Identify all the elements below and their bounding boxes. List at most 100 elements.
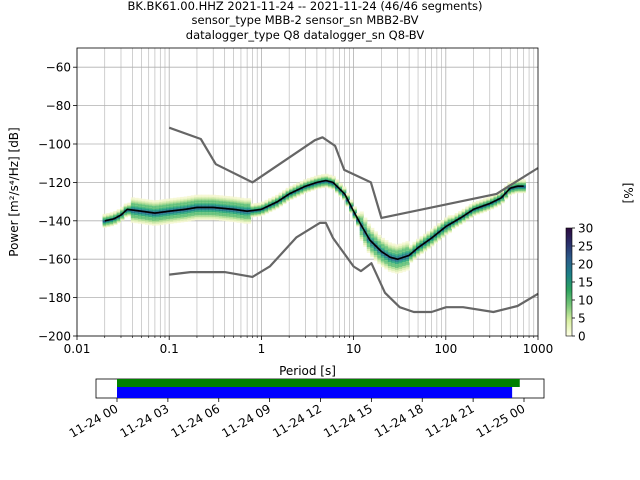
- density-cell: [141, 218, 146, 221]
- density-cell: [130, 217, 135, 220]
- density-cell: [201, 216, 206, 219]
- density-cell: [232, 214, 238, 218]
- density-cell: [180, 213, 185, 216]
- density-cell: [225, 214, 231, 217]
- density-cell: [183, 217, 188, 221]
- density-cell: [144, 199, 150, 202]
- colorbar-tick-label: 15: [578, 276, 593, 290]
- density-cell: [155, 216, 160, 219]
- density-cell: [130, 218, 135, 222]
- density-cell: [197, 212, 202, 216]
- density-cell: [197, 196, 202, 199]
- plot-frame: [76, 47, 539, 337]
- density-cell: [405, 247, 410, 250]
- density-cell: [247, 201, 252, 204]
- density-cell: [229, 202, 234, 206]
- timeline-data-bar: [117, 379, 520, 387]
- density-cell: [384, 249, 389, 253]
- density-cell: [204, 211, 209, 214]
- density-cell: [370, 250, 375, 254]
- density-cell: [134, 219, 139, 222]
- density-cell: [359, 226, 364, 230]
- density-cell: [211, 216, 216, 219]
- density-cell: [363, 217, 368, 220]
- density-cell: [482, 198, 488, 201]
- density-cell: [204, 201, 209, 204]
- density-cell: [208, 202, 213, 206]
- density-cell: [173, 206, 178, 209]
- density-cell: [148, 217, 153, 221]
- density-cell: [144, 214, 150, 217]
- mode-line: [104, 179, 524, 260]
- density-cell: [222, 218, 227, 222]
- density-cell: [486, 197, 491, 200]
- density-cell: [236, 202, 241, 205]
- density-cell: [183, 211, 188, 214]
- density-cell: [518, 179, 523, 182]
- density-cell: [363, 229, 368, 232]
- density-cell: [377, 234, 382, 238]
- density-cell: [183, 214, 188, 218]
- density-cell: [222, 202, 227, 205]
- density-cell: [373, 239, 378, 242]
- density-cell: [461, 208, 466, 212]
- density-cell: [148, 221, 153, 224]
- x-axis-label: Period [s]: [279, 364, 336, 378]
- density-cell: [394, 271, 400, 274]
- density-cell: [289, 185, 294, 189]
- density-cell: [229, 198, 234, 201]
- density-cell: [211, 212, 216, 216]
- density-cell: [391, 243, 396, 246]
- density-cell: [240, 214, 245, 217]
- density-cell: [166, 205, 171, 208]
- y-tick-label: −140: [38, 214, 71, 228]
- density-cell: [151, 208, 157, 211]
- density-cell: [144, 209, 150, 212]
- density-cell: [232, 211, 238, 214]
- density-cell: [130, 207, 135, 210]
- density-cell: [398, 247, 403, 250]
- y-tick-label: −180: [38, 291, 71, 305]
- density-cell: [433, 225, 438, 229]
- y-tick-label: −160: [38, 253, 71, 267]
- density-cell: [148, 201, 153, 204]
- density-cell: [137, 213, 143, 216]
- density-cell: [243, 213, 248, 216]
- density-cell: [398, 270, 403, 273]
- density-cell: [380, 245, 385, 248]
- density-cell: [384, 243, 389, 247]
- density-cell: [426, 231, 431, 234]
- density-cell: [387, 252, 392, 255]
- density-cell: [363, 242, 368, 245]
- density-cell: [243, 211, 248, 214]
- density-cell: [222, 195, 227, 199]
- density-cell: [141, 200, 146, 203]
- density-cell: [183, 201, 188, 204]
- density-cell: [197, 197, 202, 201]
- density-cell: [194, 214, 199, 217]
- density-cell: [215, 208, 220, 211]
- density-cell: [194, 207, 199, 211]
- density-cell: [236, 220, 241, 223]
- density-cell: [225, 215, 231, 219]
- density-cell: [106, 213, 111, 216]
- density-cell: [190, 216, 195, 220]
- density-cell: [222, 210, 227, 213]
- density-cell: [394, 263, 400, 266]
- density-cell: [363, 234, 368, 238]
- density-cell: [387, 248, 392, 251]
- density-cell: [218, 201, 223, 205]
- density-cell: [370, 231, 375, 235]
- density-cell: [363, 223, 368, 226]
- density-cell: [373, 242, 378, 246]
- density-cell: [479, 199, 484, 202]
- density-cell: [204, 214, 209, 217]
- density-cell: [151, 220, 157, 223]
- density-cell: [363, 225, 368, 228]
- density-cell: [173, 219, 178, 222]
- density-cell: [176, 210, 181, 213]
- density-cell: [166, 211, 171, 215]
- density-cell: [225, 219, 231, 222]
- density-cell: [342, 186, 347, 189]
